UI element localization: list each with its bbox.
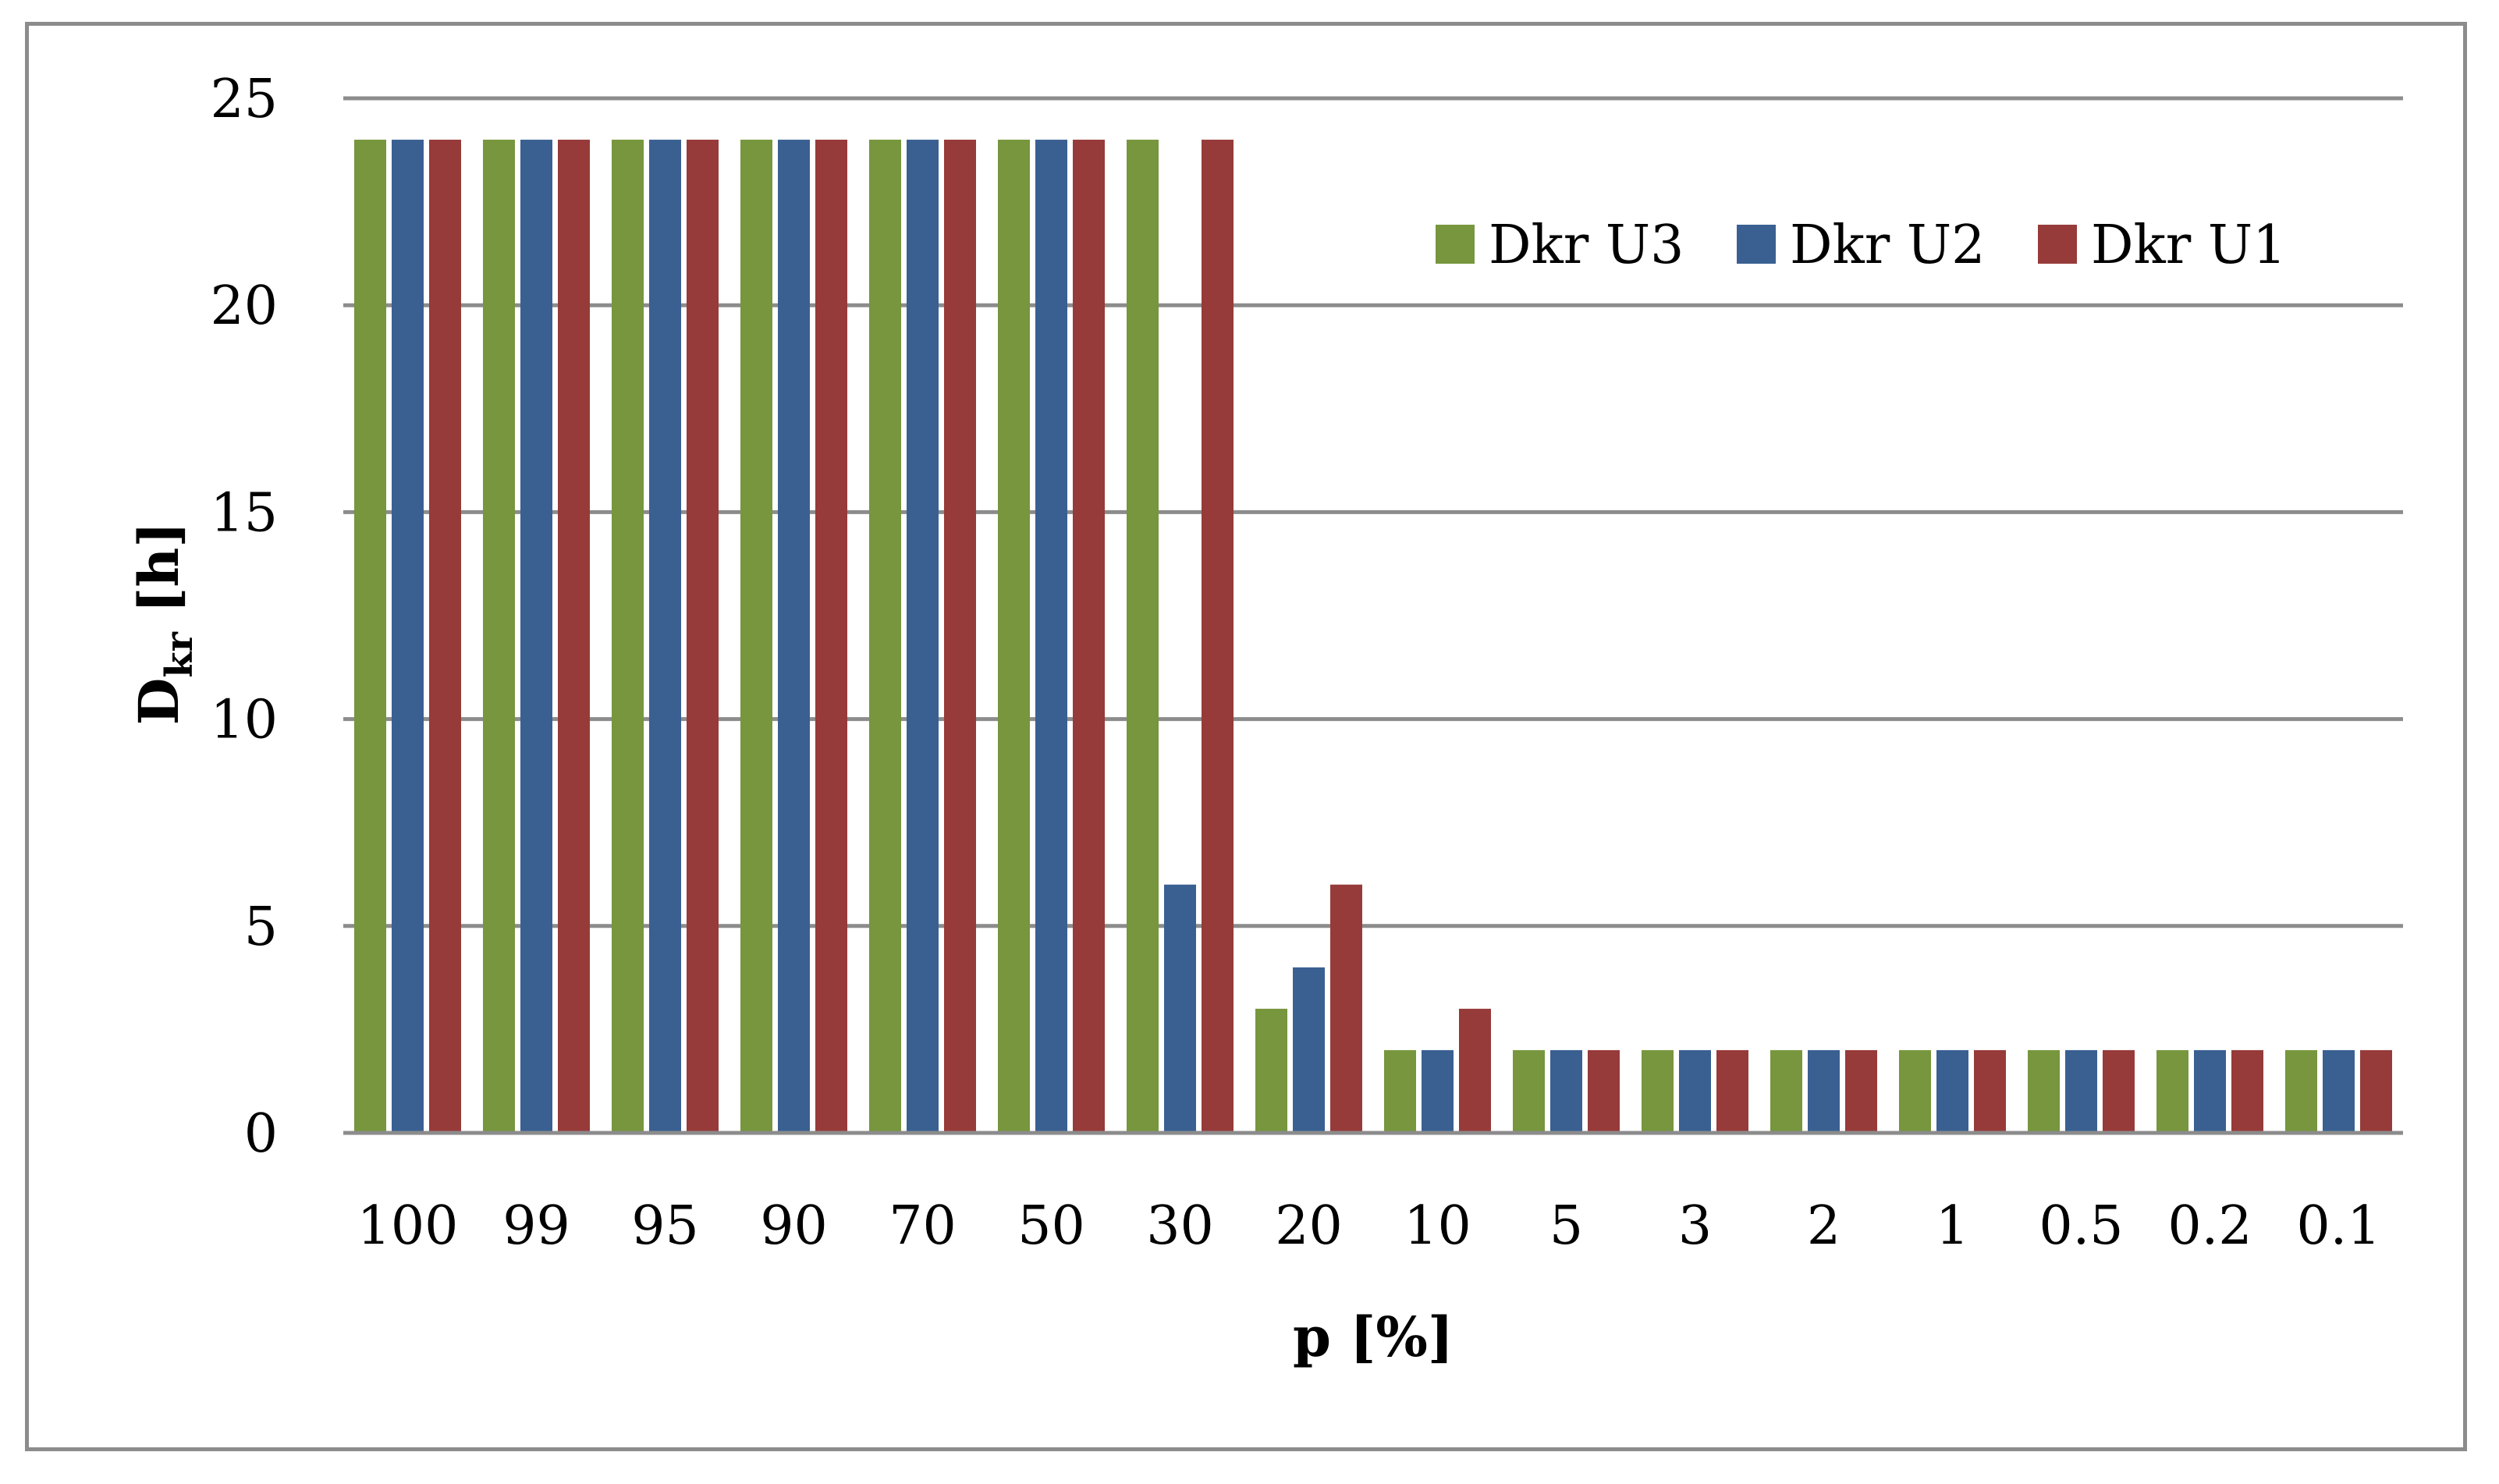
x-tick-label: 70 (889, 1195, 957, 1257)
bar-dkr-u1-70 (944, 140, 976, 1133)
bar-dkr-u1-100 (429, 140, 461, 1133)
x-tick-label: 0.5 (2039, 1195, 2123, 1257)
bar-dkr-u1-0.1 (2360, 1049, 2392, 1133)
y-tick-labels: 0 5 10 15 20 25 (210, 69, 278, 1165)
bar-dkr-u1-90 (815, 140, 847, 1133)
bar-dkr-u1-95 (687, 140, 719, 1133)
bar-dkr-u3-0.2 (2156, 1049, 2188, 1133)
bar-dkr-u3-3 (1642, 1049, 1674, 1133)
bar-dkr-u1-30 (1202, 140, 1234, 1133)
x-tick-label: 100 (357, 1195, 459, 1257)
y-tick-label: 10 (210, 690, 278, 751)
y-tick-label: 5 (244, 896, 278, 958)
legend: Dkr U3 Dkr U2 Dkr U1 (1436, 215, 2286, 276)
bar-dkr-u2-30 (1164, 884, 1196, 1133)
bar-dkr-u3-20 (1255, 1008, 1287, 1133)
legend-label: Dkr U3 (1489, 215, 1684, 276)
bar-dkr-u3-2 (1770, 1049, 1802, 1133)
legend-label: Dkr U1 (2091, 215, 2286, 276)
bar-dkr-u1-3 (1716, 1049, 1748, 1133)
y-tick-label: 25 (210, 69, 278, 130)
bar-dkr-u1-1 (1974, 1049, 2006, 1133)
bar-dkr-u2-5 (1550, 1049, 1582, 1133)
bar-dkr-u3-99 (483, 140, 515, 1133)
bar-dkr-u3-95 (612, 140, 644, 1133)
bar-dkr-u2-99 (520, 140, 552, 1133)
bars (354, 140, 2392, 1133)
bar-dkr-u2-0.1 (2323, 1049, 2355, 1133)
y-tick-label: 0 (244, 1103, 278, 1165)
bar-dkr-u3-10 (1384, 1049, 1416, 1133)
bar-dkr-u1-20 (1330, 884, 1362, 1133)
x-tick-label: 99 (502, 1195, 570, 1257)
bar-dkr-u3-70 (869, 140, 901, 1133)
legend-swatch-dkr-u1 (2038, 225, 2077, 264)
bar-dkr-u1-0.5 (2103, 1049, 2135, 1133)
bar-dkr-u3-100 (354, 140, 386, 1133)
legend-swatch-dkr-u2 (1737, 225, 1776, 264)
x-tick-label: 50 (1017, 1195, 1085, 1257)
x-tick-label: 1 (1936, 1195, 1969, 1257)
y-axis-title-subscript: kr (158, 631, 201, 677)
y-axis-title-main: D (126, 678, 191, 726)
bar-dkr-u2-95 (649, 140, 681, 1133)
bar-dkr-u1-50 (1073, 140, 1105, 1133)
x-tick-label: 2 (1807, 1195, 1841, 1257)
x-tick-label: 0.1 (2296, 1195, 2380, 1257)
x-tick-label: 30 (1146, 1195, 1214, 1257)
legend-swatch-dkr-u3 (1436, 225, 1475, 264)
bar-dkr-u2-100 (392, 140, 424, 1133)
bar-dkr-u1-0.2 (2231, 1049, 2263, 1133)
bar-dkr-u1-10 (1459, 1008, 1491, 1133)
y-tick-label: 20 (210, 275, 278, 337)
bar-dkr-u3-0.1 (2285, 1049, 2317, 1133)
bar-dkr-u2-50 (1035, 140, 1067, 1133)
x-axis-title: p [%] (1293, 1305, 1454, 1369)
bar-dkr-u3-90 (740, 140, 772, 1133)
bar-dkr-u3-0.5 (2028, 1049, 2060, 1133)
bar-dkr-u3-50 (998, 140, 1030, 1133)
bar-dkr-u2-1 (1936, 1049, 1968, 1133)
bar-dkr-u2-10 (1422, 1049, 1454, 1133)
bar-dkr-u3-1 (1899, 1049, 1931, 1133)
bar-dkr-u2-0.2 (2194, 1049, 2226, 1133)
x-tick-label: 0.2 (2167, 1195, 2252, 1257)
bar-dkr-u2-3 (1679, 1049, 1711, 1133)
y-axis-title: Dkr [h] (126, 522, 201, 726)
bar-dkr-u1-2 (1845, 1049, 1877, 1133)
x-tick-label: 10 (1404, 1195, 1471, 1257)
bar-dkr-u1-99 (558, 140, 590, 1133)
x-tick-label: 95 (631, 1195, 699, 1257)
y-tick-label: 15 (210, 482, 278, 544)
bar-dkr-u2-2 (1808, 1049, 1840, 1133)
bar-dkr-u2-20 (1293, 967, 1325, 1133)
x-tick-labels: 100 99 95 90 70 50 30 20 10 5 3 2 1 0.5 0.2 0.1 (357, 1195, 2381, 1257)
legend-label: Dkr U2 (1790, 215, 1985, 276)
bar-dkr-u2-70 (907, 140, 939, 1133)
y-axis-title-unit: [h] (126, 522, 191, 633)
bar-dkr-u1-5 (1588, 1049, 1620, 1133)
x-tick-label: 3 (1678, 1195, 1712, 1257)
x-tick-label: 20 (1275, 1195, 1343, 1257)
bar-dkr-u2-90 (778, 140, 810, 1133)
x-tick-label: 90 (760, 1195, 828, 1257)
bar-dkr-u3-5 (1513, 1049, 1545, 1133)
bar-dkr-u3-30 (1127, 140, 1159, 1133)
bar-dkr-u2-0.5 (2065, 1049, 2097, 1133)
x-tick-label: 5 (1549, 1195, 1583, 1257)
